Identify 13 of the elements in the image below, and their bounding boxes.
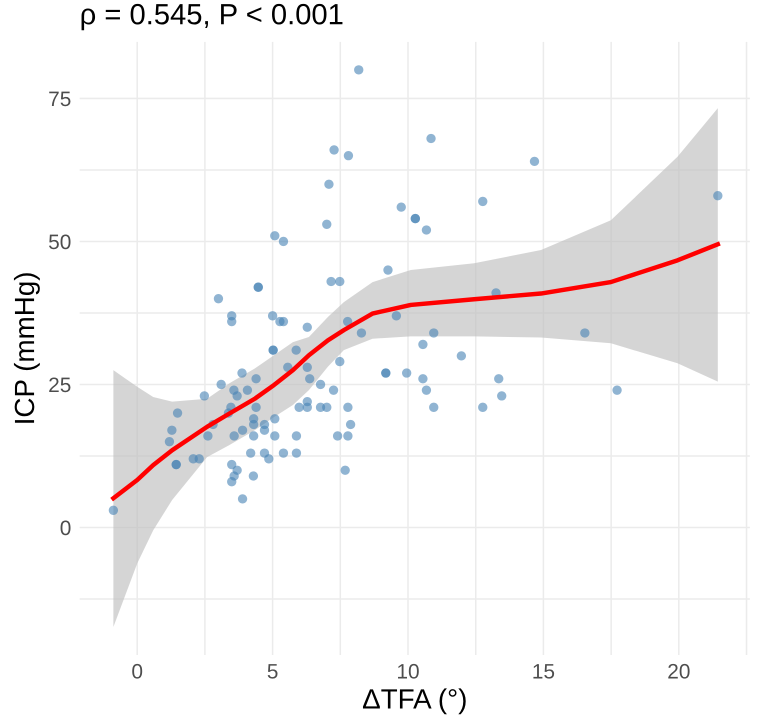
x-tick-label: 0 [132, 664, 142, 679]
x-tick-label: 5 [268, 664, 278, 679]
y-tick-label: 50 [48, 234, 71, 250]
x-tick-label: 10 [398, 664, 419, 679]
x-axis-title: ΔTFA (°) [362, 688, 466, 714]
y-tick-label: 25 [49, 377, 70, 392]
y-tick-label: 0 [60, 520, 71, 536]
line-series [111, 242, 720, 501]
y-tick-label: 75 [49, 92, 70, 106]
y-axis-title: ICP (mmHg) [14, 273, 40, 423]
x-tick-label: 20 [668, 664, 690, 679]
chart-title: ρ = 0.545, P < 0.001 [82, 4, 342, 30]
x-tick-label: 15 [533, 664, 554, 679]
